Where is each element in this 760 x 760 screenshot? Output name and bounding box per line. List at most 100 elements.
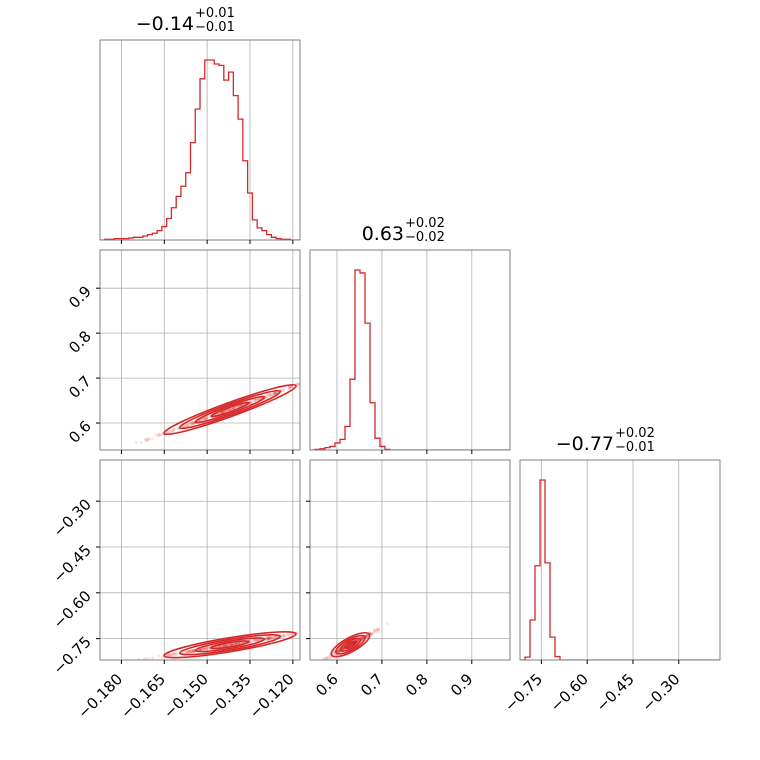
sample-point [274,635,278,639]
sample-point [296,383,300,387]
sample-point [199,647,203,651]
sample-point [166,431,170,435]
sample-point [336,650,341,654]
sample-point [266,637,271,641]
sample-point [251,398,256,402]
sample-point [226,643,230,647]
sample-point [320,660,323,663]
x-tick-label: −0.120 [246,670,298,722]
panel-frame [309,459,511,661]
sample-point [336,650,341,654]
param-title-1-plus: +0.02 [405,216,445,231]
sample-point [373,630,377,634]
sample-point [86,458,89,461]
sample-point [376,627,380,631]
sample-point [205,646,209,651]
sample-point [315,661,318,664]
sample-point [269,392,273,397]
sample-point [324,656,328,660]
sample-point [167,653,171,657]
sample-point [222,644,226,648]
sample-point [229,407,234,411]
sample-point [158,433,162,437]
sample-point [273,391,277,395]
sample-point [273,391,277,396]
sample-point [189,648,193,652]
sample-point [252,398,256,403]
sample-point [281,388,285,392]
histogram-2 [520,479,720,660]
y-tick-label: 0.8 [65,327,95,357]
sample-point [288,385,292,389]
sample-point [154,433,159,437]
sample-point [200,647,205,651]
sample-point [227,643,231,647]
sample-point [236,641,240,645]
sample-point [346,644,351,648]
sample-point [327,626,330,629]
y-tick-label: 0.6 [65,417,95,447]
sample-point [144,437,148,441]
sample-point [188,422,192,426]
sample-point [249,639,253,643]
sample-point [185,423,189,427]
sample-point [110,451,113,454]
sample-point [258,638,262,642]
sample-point [274,635,279,639]
sample-point [157,433,161,437]
sample-point [267,635,271,639]
sample-point [281,389,285,393]
sample-point [198,648,202,652]
panel-frame [99,39,301,241]
sample-point [256,638,260,642]
density-contour [330,631,371,658]
param-title-1-minus: −0.02 [405,230,445,245]
sample-point [185,650,189,654]
sample-point [360,637,365,641]
sample-point [326,656,330,660]
sample-point [360,635,364,640]
sample-point [207,646,211,651]
sample-point [255,638,259,642]
sample-point [289,632,293,636]
sample-point [349,642,354,646]
sample-point [184,423,188,427]
sample-point [370,632,375,636]
sample-point [227,408,231,412]
sample-point [296,382,300,386]
panel-1-0 [86,249,318,461]
panel-content [137,626,330,660]
sample-point [187,650,191,654]
sample-point [171,428,176,432]
sample-point [326,654,331,659]
sample-point [267,636,272,641]
param-title-0-plus: +0.01 [195,6,235,21]
sample-point [187,650,191,654]
sample-point [204,646,208,651]
sample-point [230,643,234,647]
sample-point [376,629,380,634]
sample-point [167,430,172,434]
sample-point [172,427,177,432]
sample-point [315,377,318,380]
sample-point [227,642,231,647]
sample-point [302,631,305,634]
sample-point [283,634,287,638]
sample-point [230,406,234,410]
panel-content [520,479,720,660]
sample-point [232,406,236,410]
sample-point [302,382,305,385]
sample-point [341,647,346,651]
sample-point [234,642,238,646]
x-tick-label: −0.75 [501,670,546,715]
sample-point [360,636,364,640]
x-tick-label: −0.45 [593,670,638,715]
density-contour [163,631,297,659]
y-tick-label: −0.30 [50,495,95,540]
sample-point [150,437,154,441]
sample-point [350,642,354,646]
param-title-0-median: −0.14 [136,13,194,35]
sample-point [235,641,239,646]
panel-2-0 [96,459,330,664]
